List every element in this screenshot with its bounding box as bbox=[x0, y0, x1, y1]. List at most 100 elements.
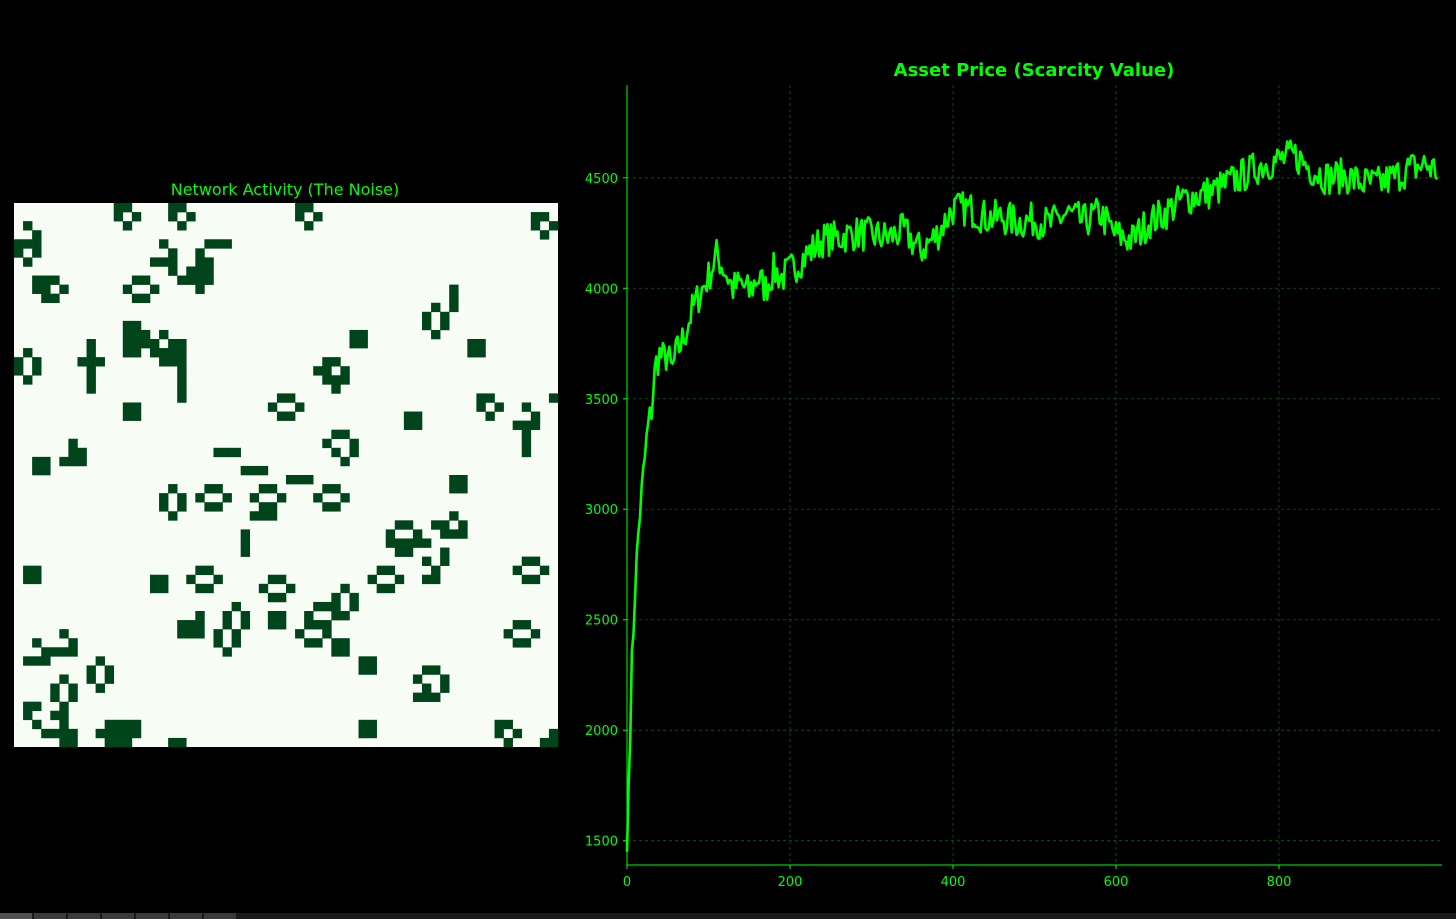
heatmap-cell bbox=[177, 221, 187, 231]
heatmap-cell bbox=[59, 629, 69, 639]
taskbar-segment bbox=[170, 913, 202, 919]
taskbar-segment bbox=[0, 913, 32, 919]
heatmap-cell bbox=[476, 393, 486, 403]
heatmap-cell bbox=[440, 547, 450, 557]
heatmap-cell bbox=[186, 574, 196, 585]
heatmap-cell bbox=[485, 411, 495, 421]
heatmap-cell bbox=[204, 239, 214, 249]
heatmap-cell bbox=[131, 728, 142, 739]
heatmap-title: Network Activity (The Noise) bbox=[171, 180, 400, 199]
heatmap-cell bbox=[340, 375, 350, 385]
heatmap-cell bbox=[50, 293, 60, 304]
heatmap-cell bbox=[131, 212, 142, 222]
heatmap-cell bbox=[267, 511, 278, 521]
heatmap-cell bbox=[422, 683, 432, 693]
heatmap-cell bbox=[340, 583, 350, 594]
heatmap-cell bbox=[23, 375, 33, 385]
heatmap-cell bbox=[304, 221, 314, 231]
heatmap-cell bbox=[431, 565, 441, 576]
price-series-line bbox=[625, 139, 1439, 852]
heatmap-cell bbox=[422, 574, 432, 585]
heatmap-cell bbox=[349, 592, 359, 603]
heatmap-cell bbox=[122, 728, 133, 739]
heatmap-cell bbox=[539, 565, 550, 576]
heatmap-cell bbox=[186, 275, 196, 285]
heatmap-cell bbox=[122, 221, 133, 231]
heatmap-cell bbox=[530, 221, 541, 231]
heatmap-cell bbox=[548, 393, 559, 403]
heatmap-cell bbox=[168, 484, 178, 494]
heatmap-cell bbox=[213, 574, 223, 585]
heatmap-cell bbox=[177, 375, 187, 385]
heatmap-cell bbox=[231, 601, 241, 612]
heatmap-cell bbox=[177, 384, 187, 394]
heatmap-cell bbox=[394, 538, 405, 548]
heatmap-cell bbox=[104, 665, 115, 675]
heatmap-cell bbox=[440, 529, 450, 539]
heatmap-cell bbox=[68, 456, 78, 467]
heatmap-cell bbox=[213, 447, 223, 458]
heatmap-cell bbox=[131, 339, 142, 349]
heatmap-cell bbox=[340, 493, 350, 503]
heatmap-cell bbox=[195, 493, 205, 503]
heatmap-cell bbox=[104, 728, 115, 739]
heatmap-cell bbox=[186, 266, 196, 276]
heatmap-cell bbox=[23, 239, 33, 249]
heatmap-cell bbox=[440, 311, 450, 322]
heatmap-cell bbox=[23, 710, 33, 721]
heatmap-cell bbox=[204, 583, 214, 594]
heatmap-cell bbox=[159, 239, 169, 249]
heatmap-cell bbox=[23, 656, 33, 666]
heatmap-cell bbox=[213, 629, 223, 639]
heatmap-cell bbox=[449, 475, 459, 485]
y-tick-label: 2000 bbox=[585, 724, 618, 739]
heatmap-cell bbox=[422, 665, 432, 675]
heatmap-cell bbox=[322, 438, 332, 449]
heatmap-cell bbox=[322, 502, 332, 512]
tick-labels: 0 200 400 600 800 1500 2000 2500 3000 3500 4000 450… bbox=[585, 172, 1292, 890]
heatmap-cell bbox=[276, 493, 287, 503]
taskbar-segment bbox=[136, 913, 168, 919]
heatmap-cell bbox=[512, 620, 523, 630]
axes bbox=[623, 85, 1442, 869]
heatmap-cell bbox=[431, 665, 441, 675]
heatmap-cell bbox=[240, 547, 251, 557]
heatmap-cell bbox=[512, 420, 523, 430]
heatmap-cell bbox=[86, 674, 96, 684]
heatmap-cell bbox=[503, 719, 513, 730]
heatmap-cell bbox=[267, 502, 278, 512]
heatmap-cell bbox=[431, 520, 441, 530]
heatmap-cell bbox=[32, 230, 42, 240]
heatmap-cell bbox=[14, 248, 24, 258]
heatmap-cell bbox=[104, 674, 115, 684]
heatmap-cell bbox=[77, 447, 87, 458]
heatmap-cell bbox=[159, 574, 169, 585]
heatmap-cell bbox=[295, 402, 305, 412]
heatmap-cell bbox=[41, 293, 51, 304]
heatmap-cell bbox=[240, 465, 251, 476]
heatmap-cell bbox=[358, 719, 368, 730]
heatmap-cell bbox=[322, 620, 332, 630]
heatmap-cell bbox=[32, 284, 42, 294]
heatmap-cell bbox=[50, 728, 60, 739]
heatmap-cell bbox=[14, 357, 24, 367]
heatmap-cell bbox=[349, 329, 359, 340]
heatmap-cell bbox=[313, 366, 323, 376]
heatmap-cell bbox=[59, 284, 69, 294]
taskbar-segment bbox=[204, 913, 236, 919]
heatmap-cell bbox=[340, 456, 350, 467]
heatmap-cell bbox=[150, 348, 160, 358]
heatmap-cell bbox=[530, 212, 541, 222]
heatmap-cell bbox=[32, 719, 42, 730]
taskbar-segment bbox=[34, 913, 66, 919]
heatmap-cell bbox=[385, 565, 396, 576]
heatmap-cell bbox=[512, 638, 523, 648]
heatmap-cell bbox=[367, 574, 377, 585]
heatmap-cell bbox=[295, 212, 305, 222]
heatmap-cell bbox=[331, 638, 341, 648]
heatmap-cell bbox=[458, 520, 468, 530]
heatmap-cell bbox=[168, 511, 178, 521]
heatmap-cell bbox=[222, 620, 232, 630]
grid-lines bbox=[626, 85, 1442, 865]
heatmap-cell bbox=[113, 203, 124, 213]
